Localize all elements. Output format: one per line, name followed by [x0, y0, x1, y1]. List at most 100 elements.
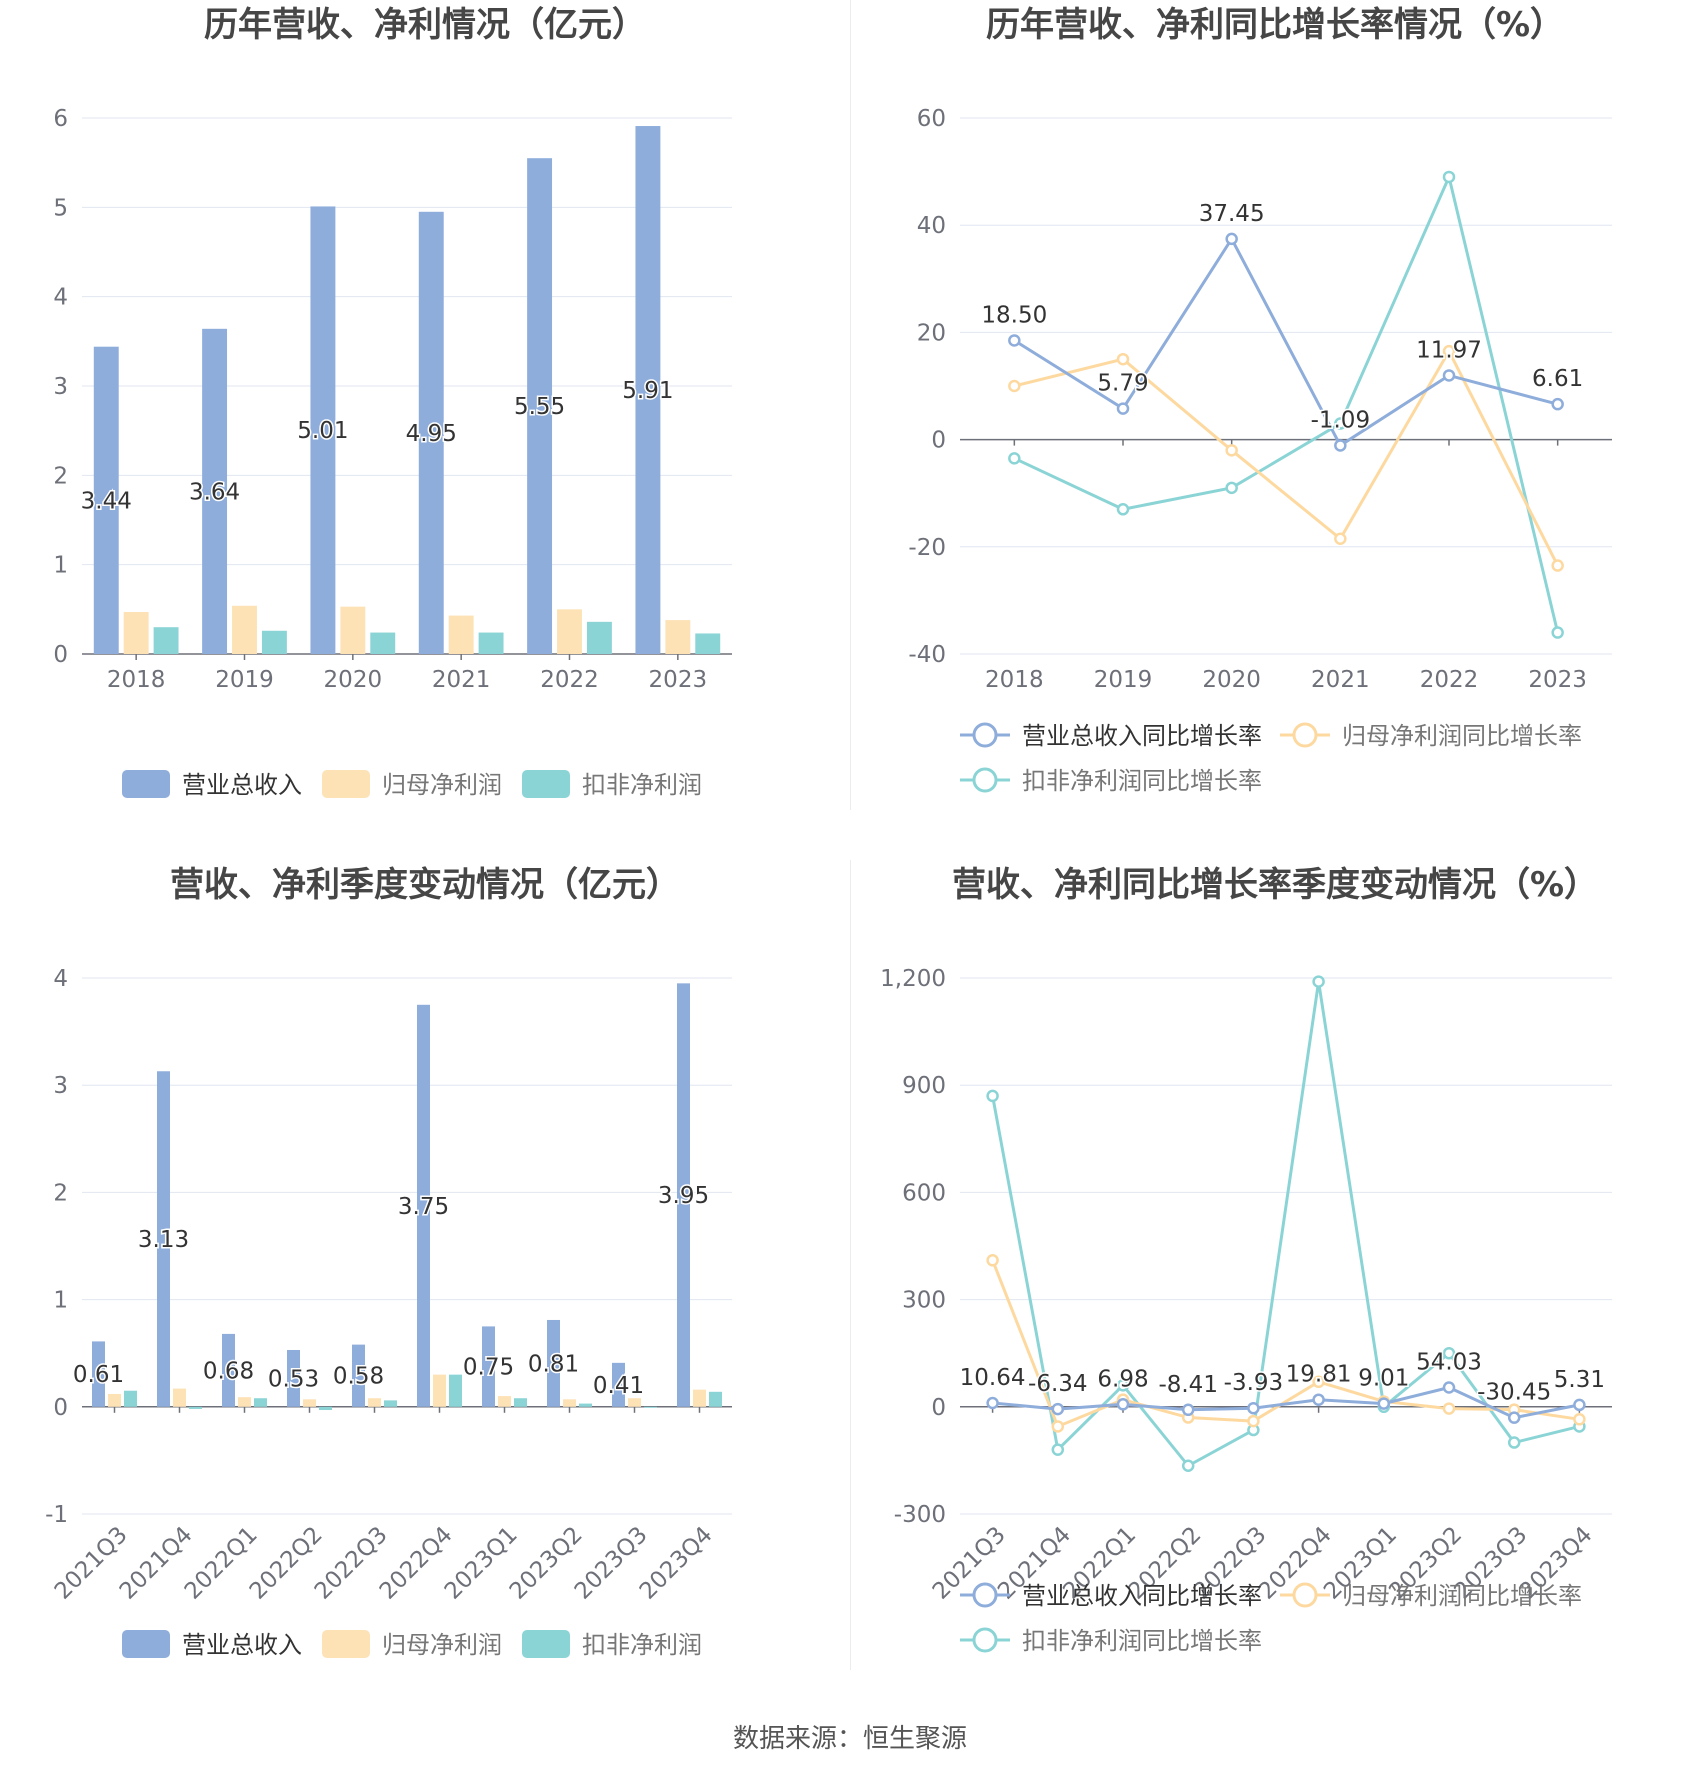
y-tick-label: 3: [53, 1073, 68, 1099]
series-line-deducted-profit: [1013, 172, 1560, 633]
data-label: 37.45: [1199, 201, 1265, 227]
data-label: 0.41: [593, 1373, 644, 1399]
y-tick-label: 0: [931, 1395, 946, 1421]
bar-revenue: [93, 346, 119, 654]
data-label: 5.55: [514, 394, 565, 420]
legend-marker-revenue: [972, 722, 998, 748]
data-label: -30.45: [1477, 1380, 1551, 1406]
x-tick-label: 2022: [1420, 667, 1479, 693]
data-label: 5.01: [297, 418, 348, 444]
bar-revenue: [612, 1362, 625, 1407]
data-point: [1551, 626, 1564, 639]
bar-net-profit: [665, 620, 691, 654]
legend-label: 扣非净利润同比增长率: [1022, 767, 1262, 795]
divider: [850, 860, 851, 1670]
bar-deducted-profit: [449, 1374, 462, 1407]
legend-label: 归母净利润同比增长率: [1342, 1582, 1582, 1610]
quarterly-growth-chart: -30003006009001,2002021Q32021Q42022Q1202…: [880, 966, 1612, 1655]
data-point: [1008, 379, 1021, 393]
y-tick-label: 3: [53, 374, 68, 400]
data-label: 3.13: [138, 1227, 189, 1253]
x-tick-label: 2021: [1311, 667, 1370, 693]
bar-revenue: [222, 1333, 235, 1407]
data-point: [1573, 1413, 1586, 1426]
series-line-net-profit: [991, 1259, 1580, 1429]
data-label: 54.03: [1416, 1349, 1482, 1375]
data-point: [1181, 1403, 1195, 1417]
data-point: [1247, 1414, 1260, 1428]
legend-swatch-net-profit: [322, 770, 370, 798]
x-tick-label: 2018: [107, 667, 166, 693]
bar-revenue: [202, 328, 228, 654]
data-point: [1573, 1398, 1586, 1412]
data-point: [1442, 1346, 1456, 1360]
bar-net-profit: [563, 1399, 576, 1407]
legend-label: 归母净利润同比增长率: [1342, 722, 1582, 750]
data-label: 6.61: [1532, 366, 1583, 392]
series-line-deducted-profit: [991, 981, 1580, 1468]
data-point: [1116, 402, 1130, 415]
bar-net-profit: [232, 605, 257, 654]
data-point: [986, 1089, 999, 1103]
data-point: [1377, 1397, 1391, 1410]
data-label: 0.75: [463, 1355, 514, 1381]
data-point: [1507, 1436, 1521, 1449]
y-tick-label: 6: [53, 106, 68, 132]
bar-revenue: [527, 158, 553, 654]
data-label: 3.75: [398, 1194, 449, 1220]
data-point: [1442, 170, 1456, 184]
bar-revenue: [287, 1349, 300, 1407]
data-label: 18.50: [981, 302, 1047, 328]
bar-deducted-profit: [189, 1406, 202, 1409]
y-tick-label: 60: [917, 106, 946, 132]
data-point: [1181, 1459, 1195, 1473]
bar-deducted-profit: [644, 1406, 657, 1408]
panel-annual-growth: 历年营收、净利同比增长率情况（%） -40 -20 0 20 40 60 2018 2019 2…: [850, 0, 1700, 850]
y-tick-label: 1,200: [880, 966, 946, 992]
bar-revenue: [677, 983, 690, 1407]
quarterly-amounts-chart: -1012342021Q32021Q42022Q12022Q22022Q3202…: [45, 966, 732, 1659]
legend-marker-net-profit: [1292, 722, 1318, 748]
data-point: [1551, 559, 1564, 572]
x-tick-label: 2022: [540, 667, 599, 693]
y-tick-label: 4: [53, 966, 68, 992]
bar-deducted-profit: [254, 1398, 267, 1407]
data-point: [1312, 1375, 1325, 1389]
data-label: 3.95: [658, 1183, 709, 1209]
data-label: 0.81: [528, 1351, 579, 1377]
bar-net-profit: [693, 1389, 706, 1407]
bar-revenue: [92, 1341, 105, 1407]
bar-deducted-profit: [370, 632, 396, 654]
chart-title: 历年营收、净利同比增长率情况（%）: [985, 5, 1565, 45]
data-point: [1225, 444, 1238, 457]
data-point: [1334, 532, 1347, 546]
y-tick-label: 0: [53, 642, 68, 668]
data-label: 0.61: [73, 1362, 124, 1388]
data-label: 10.64: [960, 1365, 1026, 1391]
series-line-net-profit: [1013, 348, 1560, 567]
bar-net-profit: [123, 612, 149, 654]
y-tick-label: 300: [902, 1288, 946, 1314]
legend-label: 归母净利润: [382, 771, 502, 799]
bar-deducted-profit: [124, 1390, 137, 1407]
legend-label: 营业总收入同比增长率: [1022, 722, 1262, 750]
data-label: 19.81: [1286, 1362, 1352, 1388]
bar-net-profit: [303, 1399, 316, 1407]
series-line-revenue: [992, 1385, 1580, 1420]
chart-title: 营收、净利季度变动情况（亿元）: [170, 865, 680, 905]
bar-deducted-profit: [695, 633, 721, 654]
data-label: 5.91: [622, 378, 673, 404]
legend-label: 营业总收入同比增长率: [1022, 1582, 1262, 1610]
y-tick-label: 600: [902, 1180, 946, 1206]
data-point: [1225, 481, 1238, 495]
y-tick-label: 5: [53, 195, 68, 221]
bar-deducted-profit: [261, 630, 287, 654]
x-tick-label: 2021: [432, 667, 491, 693]
data-point: [1312, 975, 1325, 988]
data-point: [1551, 397, 1564, 411]
series-line-revenue: [1013, 235, 1559, 448]
legend-swatch-revenue: [122, 1630, 170, 1658]
legend-swatch-deducted-profit: [522, 770, 570, 798]
bar-revenue: [635, 126, 661, 655]
bar-net-profit: [340, 606, 366, 654]
